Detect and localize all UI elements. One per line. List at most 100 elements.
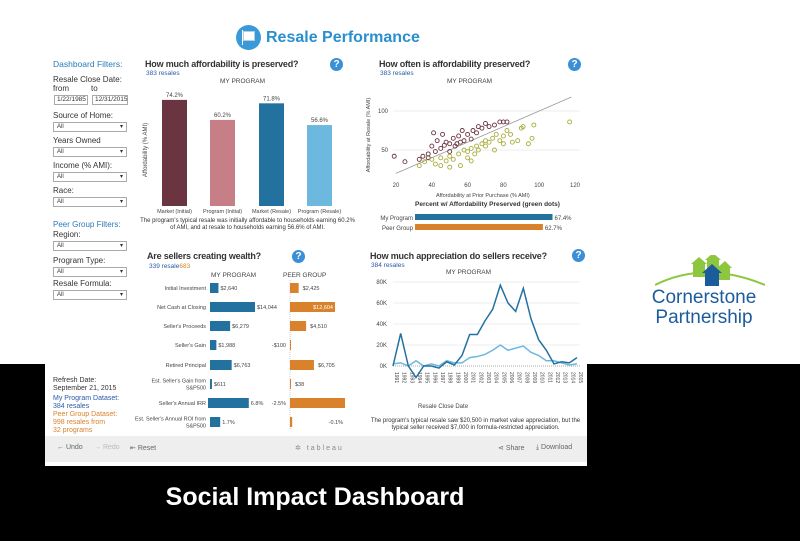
- scatter-point: [483, 121, 488, 126]
- resale-close-date-label: Resale Close Date:: [53, 75, 122, 84]
- undo-button[interactable]: ← Undo: [57, 444, 83, 451]
- resale-formula-select[interactable]: All: [53, 290, 127, 300]
- peer-group-bar: [290, 321, 307, 331]
- scatter-point: [447, 153, 453, 159]
- scatter-point: [483, 143, 488, 149]
- x-tick-label: 2001: [470, 372, 476, 383]
- peer-filters-heading: Peer Group Filters:: [53, 220, 121, 229]
- peer-group-value: $6,705: [318, 363, 335, 369]
- peer-group-value: $38: [295, 382, 304, 388]
- wealth-row-label: S&P500: [186, 386, 206, 392]
- peer-group-bar: [290, 283, 299, 293]
- peer-dataset-programs: 32 programs: [53, 427, 93, 434]
- dashboard-title: Resale Performance: [266, 29, 420, 46]
- peer-group-bar: [290, 360, 314, 370]
- x-tick-label: 1992: [401, 372, 407, 383]
- x-tick-label: 2006: [508, 372, 514, 383]
- years-owned-select[interactable]: All: [53, 147, 127, 157]
- wealth-row-label: Retired Principal: [166, 363, 206, 369]
- scatter-point: [402, 159, 408, 165]
- scatter-point: [441, 142, 447, 148]
- scatter-point: [465, 131, 471, 137]
- resale-formula-label: Resale Formula:: [53, 279, 112, 288]
- x-tick-label: 2010: [539, 372, 545, 383]
- scatter-point: [429, 156, 435, 162]
- source-of-home-select[interactable]: All: [53, 122, 127, 132]
- scatter-point: [447, 149, 453, 155]
- scatter-point: [479, 125, 485, 131]
- affordability-caption: The program's typical resale was initial…: [140, 218, 355, 231]
- x-tick-label: 20: [393, 183, 400, 189]
- x-tick-label: 2009: [531, 372, 537, 383]
- peer-group-bar: [290, 379, 291, 389]
- scatter-point: [515, 138, 521, 144]
- peer-dataset-label: Peer Group Dataset:: [53, 411, 118, 418]
- x-tick-label: 100: [534, 183, 545, 189]
- parity-line: [395, 96, 572, 174]
- scatter-point: [526, 141, 531, 147]
- region-select[interactable]: All: [53, 241, 127, 251]
- scatter-point: [468, 136, 474, 142]
- x-tick-label: 2002: [477, 372, 483, 383]
- redo-button[interactable]: → Redo: [94, 444, 120, 451]
- my-program-bar: [210, 321, 231, 331]
- pct-bar: [415, 214, 553, 220]
- scatter-point: [438, 155, 444, 161]
- from-date-input[interactable]: 1/22/1985: [54, 95, 88, 105]
- x-tick-label: 120: [570, 183, 581, 189]
- download-button[interactable]: ⤓ Download: [536, 444, 573, 451]
- scatter-point: [432, 161, 438, 167]
- preserved-xlabel: Affordability at Prior Purchase (% AMI): [436, 193, 530, 199]
- scatter-point: [500, 133, 506, 139]
- y-tick-label: 40K: [376, 322, 387, 328]
- my-program-value: $611: [214, 382, 226, 388]
- years-owned-label: Years Owned: [53, 136, 101, 145]
- scatter-point: [416, 163, 422, 169]
- peer-group-label: PEER GROUP: [283, 272, 327, 279]
- scatter-point: [475, 147, 481, 153]
- pct-preserved-title: Percent w/ Affordability Preserved (gree…: [415, 201, 560, 208]
- my-program-bar: [210, 340, 217, 350]
- x-tick-label: 2003: [485, 372, 491, 383]
- scatter-point: [492, 122, 497, 128]
- race-select[interactable]: All: [53, 197, 127, 207]
- pct-bar-name: My Program: [380, 216, 413, 222]
- wealth-subtitle-peer: 683: [179, 263, 191, 270]
- reset-button[interactable]: ⇤ Reset: [130, 445, 157, 452]
- x-tick-label: 1991: [393, 372, 399, 383]
- peer-group-value: $2,425: [303, 286, 320, 292]
- toolbar: ← Undo → Redo ⇤ Reset ✲ tableau ⋖ Share …: [45, 436, 587, 462]
- to-date-input[interactable]: 12/31/2015: [92, 95, 128, 105]
- my-program-value: $14,044: [257, 305, 277, 311]
- scatter-point: [416, 156, 422, 162]
- scatter-point: [508, 131, 514, 137]
- program-type-select[interactable]: All: [53, 267, 127, 277]
- appreciation-line: [392, 283, 578, 379]
- affordability-bar-label: 60.2%: [214, 113, 232, 119]
- help-icon[interactable]: ?: [292, 250, 305, 263]
- appreciation-xlabel: Resale Close Date: [418, 404, 469, 410]
- scatter-point: [520, 124, 526, 130]
- help-icon[interactable]: ?: [568, 58, 581, 71]
- x-tick-label: 60: [464, 183, 471, 189]
- preserved-subtitle: 383 resales: [380, 70, 414, 77]
- affordability-bar-label: 74.2%: [166, 93, 184, 99]
- x-tick-label: 2012: [554, 372, 560, 383]
- affordability-bar: [210, 119, 235, 206]
- affordability-category-label: Program (Initial): [203, 209, 242, 215]
- income-select[interactable]: All: [53, 172, 127, 182]
- my-program-value: $6,763: [234, 363, 251, 369]
- scatter-point: [493, 131, 499, 137]
- wealth-row-label: Seller's Gain: [175, 343, 206, 349]
- from-label: from: [53, 84, 69, 93]
- affordability-bar-label: 71.8%: [263, 96, 281, 102]
- help-icon[interactable]: ?: [572, 249, 585, 262]
- wealth-row-label: Net Cash at Closing: [157, 305, 206, 311]
- help-icon[interactable]: ?: [330, 58, 343, 71]
- share-button[interactable]: ⋖ Share: [498, 445, 525, 452]
- appreciation-subtitle: 384 resales: [371, 262, 405, 269]
- scatter-point: [474, 143, 479, 149]
- wealth-row-label: Est. Seller's Gain from: [151, 379, 206, 385]
- y-tick-label: 100: [378, 109, 389, 115]
